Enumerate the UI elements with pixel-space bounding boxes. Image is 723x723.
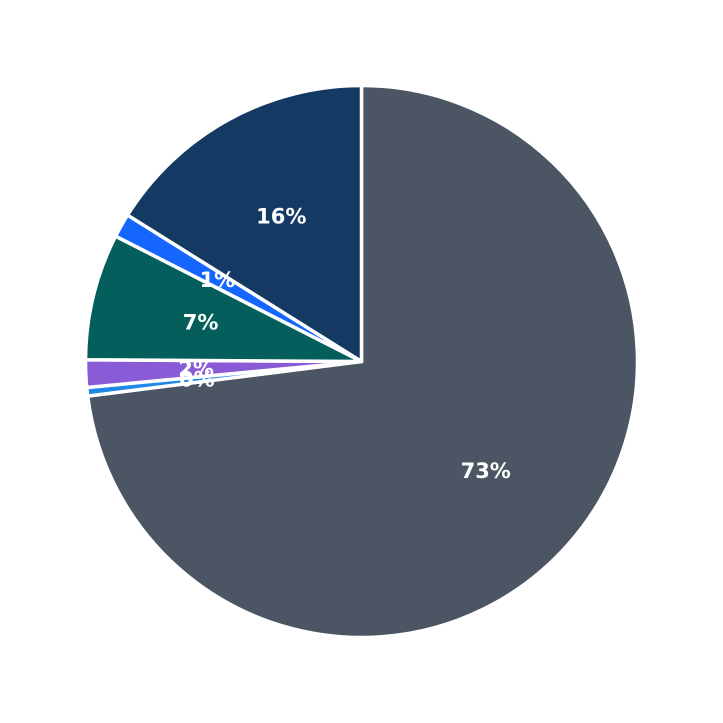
pie-slice-label-0: 73% <box>461 459 511 483</box>
pie-slice-label-2: 2% <box>178 357 214 381</box>
pie-slice-label-4: 1% <box>200 268 236 292</box>
pie-slices <box>83 83 640 640</box>
pie-labels: 73% 0%2% 7% 1% 16% <box>178 205 511 483</box>
pie-slice-5 <box>125 83 364 364</box>
pie-slice-label-3: 7% <box>183 310 219 334</box>
pie-slice-label-1: 0% <box>179 368 215 392</box>
pie-slice-3 <box>83 234 364 364</box>
pie-slice-label-5: 16% <box>256 205 306 229</box>
